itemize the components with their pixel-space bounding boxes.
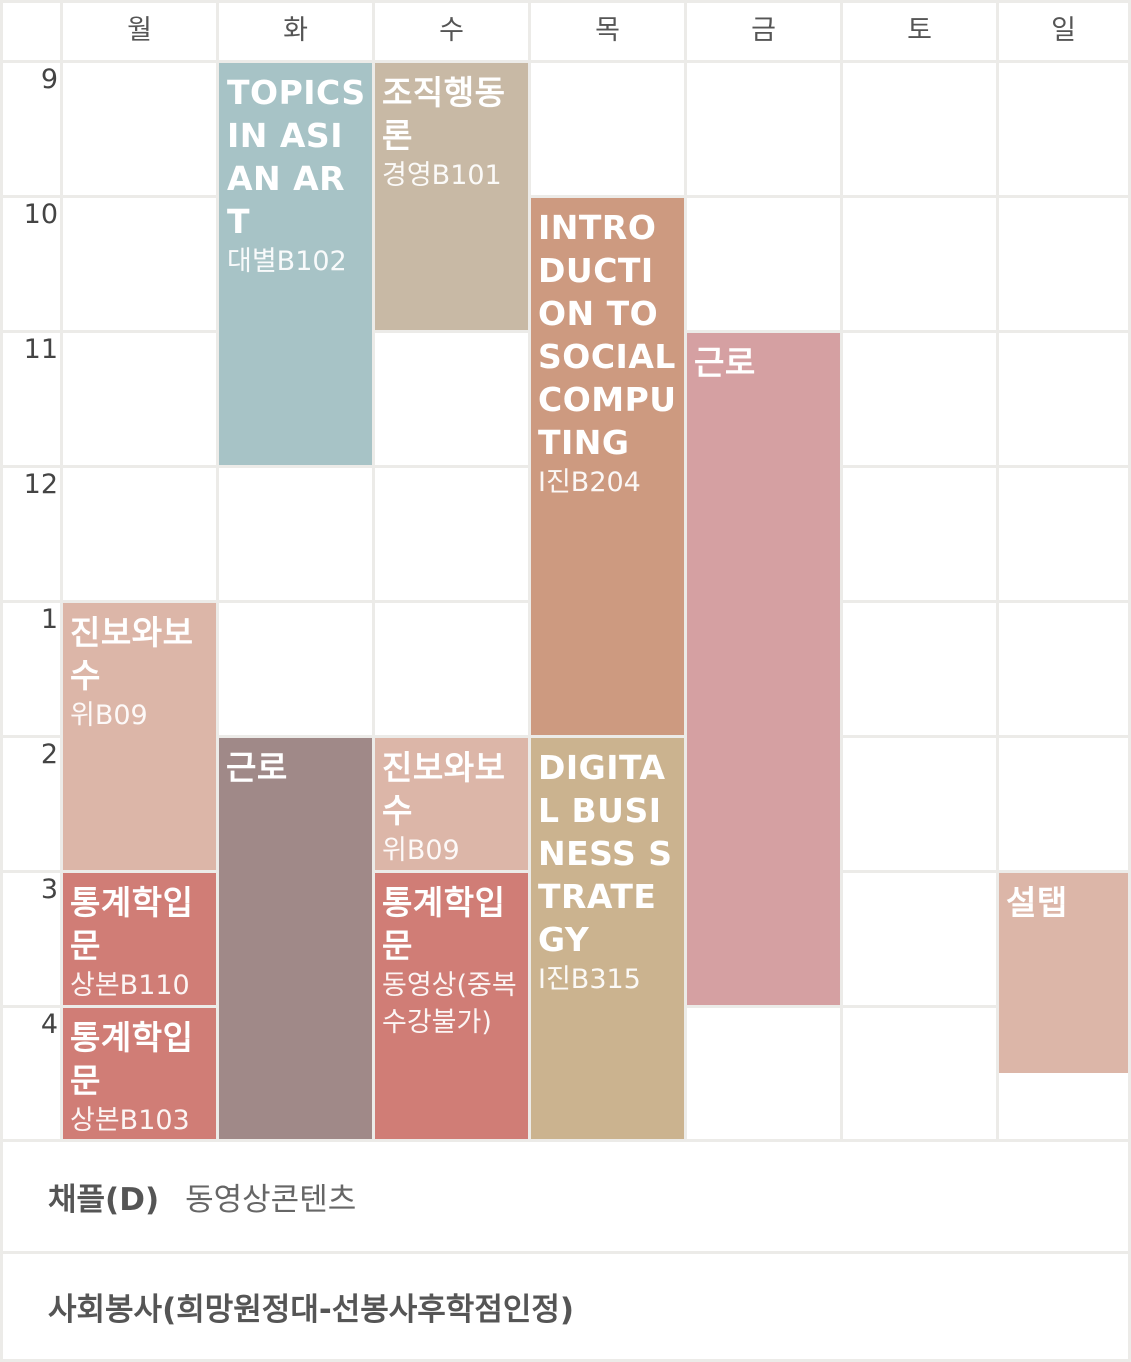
course-room: 경영B101: [382, 160, 502, 191]
hour-label-9: 9: [40, 64, 58, 95]
course-title: INTRODUCTION TO SOCIAL COMPUTING: [538, 208, 677, 462]
course-block-topics-in-asian-art[interactable]: TOPICS IN ASI AN ART 대별B102: [219, 63, 372, 465]
row-divider: [0, 1251, 1131, 1254]
grid-line: [0, 0, 3, 1142]
grid-line: [996, 0, 999, 1142]
course-room: I진B204: [538, 467, 641, 498]
course-room: 동영상(중복수강불가): [382, 970, 517, 1038]
course-block-org-behavior[interactable]: 조직행동론 경영B101: [375, 63, 528, 330]
course-room: 위B09: [70, 700, 148, 731]
day-header-sun: 일: [1051, 15, 1076, 46]
grid-line: [0, 195, 1131, 198]
course-room: 상본B110: [70, 970, 190, 1001]
grid-line: [372, 0, 375, 1142]
grid-line: [528, 0, 531, 1142]
course-block-work-tuesday[interactable]: 근로: [219, 738, 372, 1139]
hour-label-4: 4: [40, 1009, 58, 1040]
course-title: DIGITAL BUSINESS STRATEGY: [538, 748, 673, 959]
grid-line: [0, 735, 1131, 738]
course-title: 통계학입문: [382, 883, 506, 965]
day-header-thu: 목: [595, 15, 620, 46]
course-room: I진B315: [538, 964, 641, 995]
grid-line: [216, 0, 219, 1142]
extra-course-title: 사회봉사(희망원정대-선봉사후학점인정): [48, 1292, 575, 1328]
grid-line: [0, 1139, 1131, 1142]
hour-label-10: 10: [23, 199, 58, 230]
hour-label-12: 12: [23, 469, 58, 500]
course-room: 위B09: [382, 835, 460, 866]
extra-course-subtitle: 동영상콘텐츠: [185, 1182, 357, 1218]
course-block-seoltap[interactable]: 설탭: [999, 873, 1128, 1073]
course-block-statistics-wed[interactable]: 통계학입문 동영상(중복수강불가): [375, 873, 528, 1139]
course-block-progressive-conservative-wed[interactable]: 진보와보수 위B09: [375, 738, 528, 870]
day-header-mon: 월: [127, 15, 152, 46]
course-title: 통계학입문: [70, 1018, 194, 1100]
extra-course-row[interactable]: 채플(D) 동영상콘텐츠: [0, 1142, 1131, 1251]
course-block-statistics-mon-3[interactable]: 통계학입문 상본B110: [63, 873, 216, 1005]
course-title: 근로: [694, 343, 756, 382]
hour-label-1: 1: [40, 604, 58, 635]
course-block-digital-business-strategy[interactable]: DIGITAL BUSINESS STRATEGY I진B315: [531, 738, 684, 1139]
day-header-wed: 수: [439, 15, 464, 46]
course-title: 통계학입문: [70, 883, 194, 965]
day-header-fri: 금: [751, 15, 776, 46]
grid-line: [684, 0, 687, 1142]
hour-label-3: 3: [40, 874, 58, 905]
day-header-sat: 토: [907, 15, 932, 46]
course-block-progressive-conservative-mon[interactable]: 진보와보수 위B09: [63, 603, 216, 870]
course-room: 상본B103: [70, 1105, 190, 1136]
extra-course-title: 채플(D): [48, 1182, 160, 1218]
grid-line: [840, 0, 843, 1142]
grid-line: [60, 0, 63, 1142]
course-title: TOPICS IN ASI AN ART: [227, 73, 366, 241]
grid-line: [0, 60, 1131, 63]
course-title: 진보와보수: [70, 613, 194, 695]
grid-line: [1128, 0, 1131, 1142]
course-title: 설탭: [1006, 883, 1068, 922]
course-title: 조직행동론: [382, 73, 506, 155]
course-block-work-friday[interactable]: 근로: [687, 333, 840, 1005]
course-title: 진보와보수: [382, 748, 506, 830]
course-title: 근로: [226, 748, 288, 787]
course-block-statistics-mon-4[interactable]: 통계학입문 상본B103: [63, 1008, 216, 1139]
course-room: 대별B102: [227, 246, 347, 277]
hour-label-11: 11: [23, 334, 58, 365]
day-header-tue: 화: [283, 15, 308, 46]
extra-course-row[interactable]: 사회봉사(희망원정대-선봉사후학점인정): [0, 1254, 1131, 1359]
course-block-intro-social-computing[interactable]: INTRODUCTION TO SOCIAL COMPUTING I진B204: [531, 198, 684, 735]
hour-label-2: 2: [40, 739, 58, 770]
